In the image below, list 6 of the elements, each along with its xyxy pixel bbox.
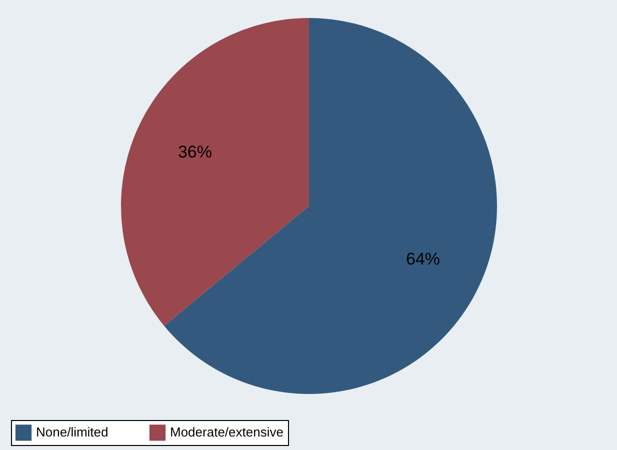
legend-label: None/limited [36,424,108,440]
data-label: 64% [406,250,440,269]
pie-slice [164,18,497,394]
data-label: 36% [178,142,212,162]
legend-label: Moderate/extensive [170,424,284,440]
pie-slice [121,18,309,326]
